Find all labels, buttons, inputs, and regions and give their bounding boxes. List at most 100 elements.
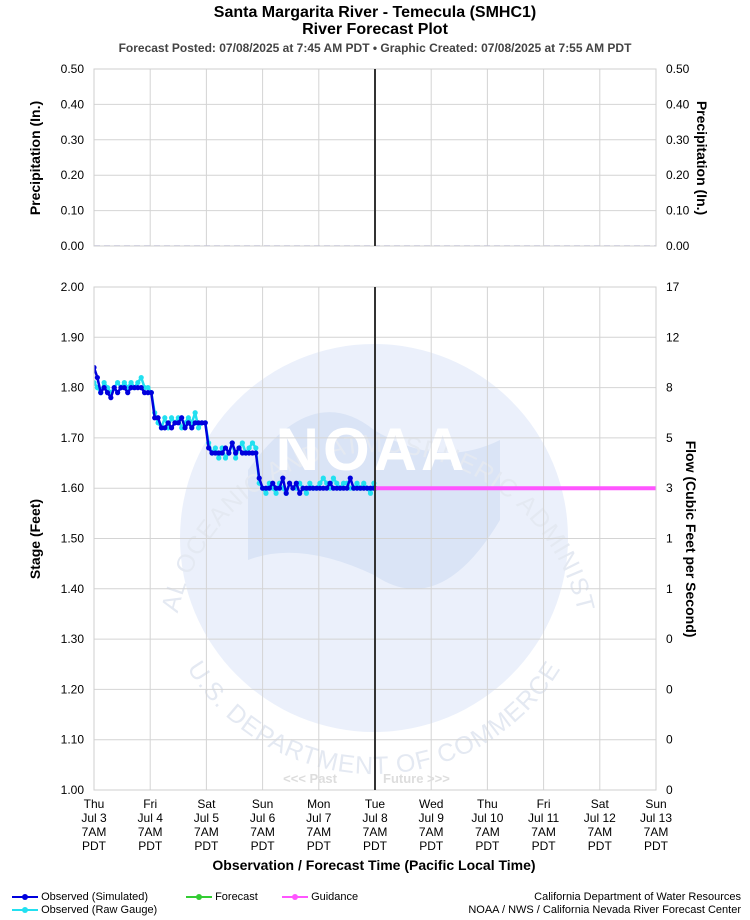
x-tick-line: PDT (363, 839, 388, 853)
legend-swatch-forecast (186, 894, 212, 901)
raw-point (115, 379, 121, 386)
legend-swatch-guidance (282, 894, 308, 901)
simulated-point (189, 425, 195, 431)
raw-point (168, 415, 175, 421)
x-tick-line: PDT (138, 839, 163, 853)
watermark-logo-text: NOAA (276, 416, 469, 483)
simulated-point (327, 480, 333, 486)
legend-item-raw: Observed (Raw Gauge) (12, 904, 157, 916)
raw-point (239, 440, 245, 446)
precip-y-tick-label: 0.30 (61, 133, 85, 147)
simulated-point (347, 475, 353, 481)
simulated-point (253, 450, 259, 456)
simulated-point (219, 450, 225, 456)
precip-y-right-tick-label: 0.00 (666, 239, 690, 253)
simulated-point (270, 480, 276, 486)
stage-y-right-tick-label: 1 (666, 582, 673, 596)
simulated-point (125, 390, 131, 396)
precip-y-right-tick-label: 0.20 (666, 168, 690, 182)
raw-point (138, 374, 144, 381)
simulated-point (233, 450, 239, 456)
credit-noaa: NOAA / NWS / California Nevada River For… (468, 904, 741, 916)
stage-y-right-tick-label: 5 (666, 431, 673, 445)
raw-point (212, 445, 218, 451)
simulated-point (175, 420, 181, 426)
x-tick-line: 7AM (363, 825, 388, 839)
x-tick-line: 7AM (194, 825, 219, 839)
simulated-point (266, 485, 272, 491)
stage-y-tick-label: 1.30 (61, 632, 85, 646)
raw-point (303, 490, 310, 496)
simulated-point (138, 385, 144, 391)
stage-y-right-tick-label: 3 (666, 481, 673, 495)
chart-subtitle: River Forecast Plot (302, 21, 448, 38)
simulated-point (293, 480, 299, 486)
raw-point (222, 455, 229, 461)
simulated-point (94, 364, 97, 371)
x-tick-line: 7AM (644, 825, 669, 839)
simulated-point (222, 445, 229, 451)
x-tick-line: PDT (82, 839, 107, 853)
posted-info: Forecast Posted: 07/08/2025 at 7:45 AM P… (118, 41, 632, 55)
x-tick-label: Tue Jul 8 7AM PDT (362, 797, 388, 853)
x-axis-label: Observation / Forecast Time (Pacific Loc… (212, 857, 535, 873)
stage-y-tick-label: 2.00 (61, 280, 85, 294)
x-tick-line: Jul 5 (194, 811, 220, 825)
simulated-point (256, 475, 262, 481)
stage-y-right-tick-label: 0 (666, 682, 673, 696)
chart-title: Santa Margarita River - Temecula (SMHC1) (213, 4, 537, 21)
raw-point (273, 490, 279, 496)
x-tick-line: Jul 9 (419, 811, 445, 825)
simulated-point (101, 385, 107, 391)
stage-y-right-tick-label: 0 (666, 783, 673, 797)
precip-right-axis-label: Precipitation (In.) (694, 101, 710, 215)
raw-point (263, 490, 269, 496)
simulated-point (280, 475, 286, 481)
simulated-point (168, 425, 175, 431)
x-tick-line: Fri (143, 797, 157, 811)
x-tick-line: Jul 8 (362, 811, 388, 825)
stage-y-right-tick-label: 8 (666, 381, 673, 395)
x-tick-line: PDT (644, 839, 669, 853)
x-tick-line: 7AM (82, 825, 107, 839)
stage-y-tick-label: 1.70 (61, 431, 85, 445)
x-tick-line: 7AM (250, 825, 275, 839)
precip-y-tick-label: 0.40 (61, 97, 85, 111)
stage-y-right-tick-label: 12 (666, 330, 680, 344)
stage-y-tick-label: 1.80 (61, 381, 85, 395)
raw-point (195, 425, 202, 431)
x-tick-line: Fri (537, 797, 551, 811)
x-tick-line: Sun (252, 797, 273, 811)
simulated-point (226, 450, 232, 456)
simulated-point (179, 415, 185, 421)
x-tick-label: Fri Jul 4 7AM PDT (138, 797, 164, 853)
x-tick-line: Sun (645, 797, 666, 811)
future-label: Future >>> (383, 771, 450, 786)
precip-y-right-tick-label: 0.30 (666, 133, 690, 147)
x-tick-label: Mon Jul 7 7AM PDT (306, 797, 332, 853)
simulated-point (165, 420, 171, 426)
x-tick-line: 7AM (138, 825, 163, 839)
stage-y-tick-label: 1.40 (61, 582, 85, 596)
raw-point (253, 445, 259, 451)
x-tick-line: Jul 7 (306, 811, 332, 825)
x-tick-line: PDT (475, 839, 500, 853)
x-tick-label: Sun Jul 13 7AM PDT (640, 797, 672, 853)
x-tick-line: PDT (194, 839, 219, 853)
simulated-point (229, 440, 235, 446)
x-tick-line: Thu (477, 797, 498, 811)
raw-point (330, 475, 337, 481)
stage-y-tick-label: 1.60 (61, 481, 85, 495)
x-tick-label: Sat Jul 5 7AM PDT (194, 797, 220, 853)
x-tick-line: PDT (419, 839, 444, 853)
precip-y-right-tick-label: 0.50 (666, 62, 690, 76)
simulated-point (98, 390, 104, 396)
precip-y-right-tick-label: 0.10 (666, 204, 690, 218)
raw-point (249, 440, 256, 446)
x-tick-line: PDT (588, 839, 613, 853)
x-tick-line: Sat (197, 797, 216, 811)
stage-y-tick-label: 1.20 (61, 682, 85, 696)
raw-point (246, 445, 252, 451)
raw-point (101, 379, 107, 386)
x-tick-line: PDT (307, 839, 332, 853)
